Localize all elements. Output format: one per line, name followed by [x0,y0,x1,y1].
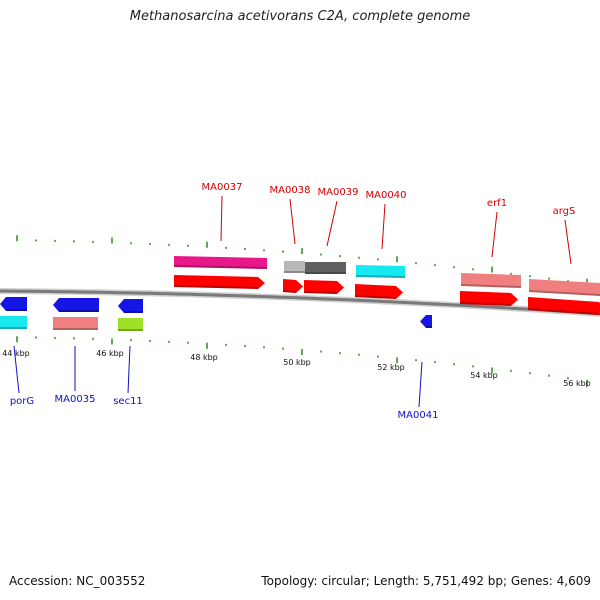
cds-ma0040-shade [355,295,396,299]
leader-line [491,211,498,258]
gene-label-reverse: MA0035 [55,394,96,405]
gene-ma0037 [174,256,267,269]
cds-ma0039 [304,280,344,294]
scale-label: 44 kbp [2,349,30,358]
cds-erf1 [460,291,518,306]
gene-ma0040-shade [356,275,405,278]
cds-sec11-shade [118,329,143,331]
scale-label: 54 kbp [470,371,498,380]
gene-label-forward: argS [553,206,576,217]
gene-ma0038-shade [284,271,305,273]
gene-label-forward: erf1 [487,198,507,209]
gene-label-forward: MA0040 [366,190,407,201]
gene-ma0037-shade [174,265,267,269]
scale-label: 52 kbp [377,363,405,372]
gene-sec11 [118,299,143,313]
leader-line [13,345,20,394]
cds-erf1-shade [460,302,511,306]
gene-ma0039-shade [305,272,346,274]
cds-sec11 [118,318,143,331]
cds-ma0035 [53,317,98,330]
gene-porg [0,297,27,311]
cds-args-shade [528,308,599,315]
leader-line [326,200,338,247]
leader-line [127,345,131,394]
cds-ma0038-shade [283,290,296,293]
cds-porg-shade [0,327,27,329]
gene-label-forward: MA0037 [202,182,243,193]
leader-line [289,198,296,245]
gene-ma0041 [420,315,432,328]
cds-ma0035-shade [53,328,98,330]
genome-summary-text: Topology: circular; Length: 5,751,492 bp… [261,574,591,588]
gene-label-forward: MA0038 [270,185,311,196]
map-title: Methanosarcina acetivorans C2A, complete… [129,9,471,24]
gene-porg-shade [6,309,27,311]
gene-sec11-shade [124,311,143,313]
scale-label: 50 kbp [283,358,311,367]
gene-erf1-shade [461,284,521,288]
gene-label-reverse: MA0041 [398,410,439,421]
scale-label: 48 kbp [190,353,218,362]
cds-ma0037-shade [174,285,258,289]
cds-ma0037 [174,275,265,289]
cds-args [528,297,600,315]
gene-ma0038 [284,261,305,273]
cds-ma0040 [355,284,403,299]
gene-ma0040 [356,265,405,278]
genome-backbone [0,289,600,316]
leader-line [564,219,572,265]
gene-label-reverse: sec11 [113,396,143,407]
gene-ma0035 [53,298,99,312]
gene-ma0041-shade [426,326,432,328]
gene-label-forward: MA0039 [318,187,359,198]
leader-line [220,195,223,242]
gene-label-reverse: porG [10,396,34,407]
accession-text: Accession: NC_003552 [9,574,146,588]
scale-label: 46 kbp [96,349,124,358]
leader-line [418,361,423,408]
gene-ma0039 [305,262,346,274]
gene-ma0035-shade [59,310,99,312]
cds-ma0039-shade [304,291,337,294]
cds-ma0038 [283,279,303,293]
gene-erf1 [461,273,521,288]
gene-args-shade [529,290,600,296]
leader-line [381,203,386,250]
cds-porg [0,316,27,329]
scale-label: 56 kbp [563,379,591,388]
gene-args [529,279,600,296]
